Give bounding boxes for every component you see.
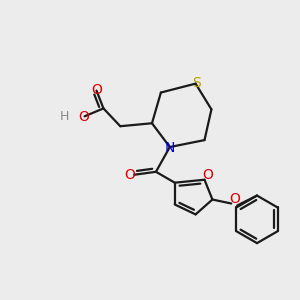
Text: O: O [125,168,136,182]
Text: S: S [192,76,201,90]
Text: H: H [60,110,70,123]
Text: O: O [202,168,213,182]
Text: O: O [78,110,89,124]
Text: N: N [165,141,175,155]
Text: O: O [91,82,102,97]
Text: O: O [229,191,240,206]
